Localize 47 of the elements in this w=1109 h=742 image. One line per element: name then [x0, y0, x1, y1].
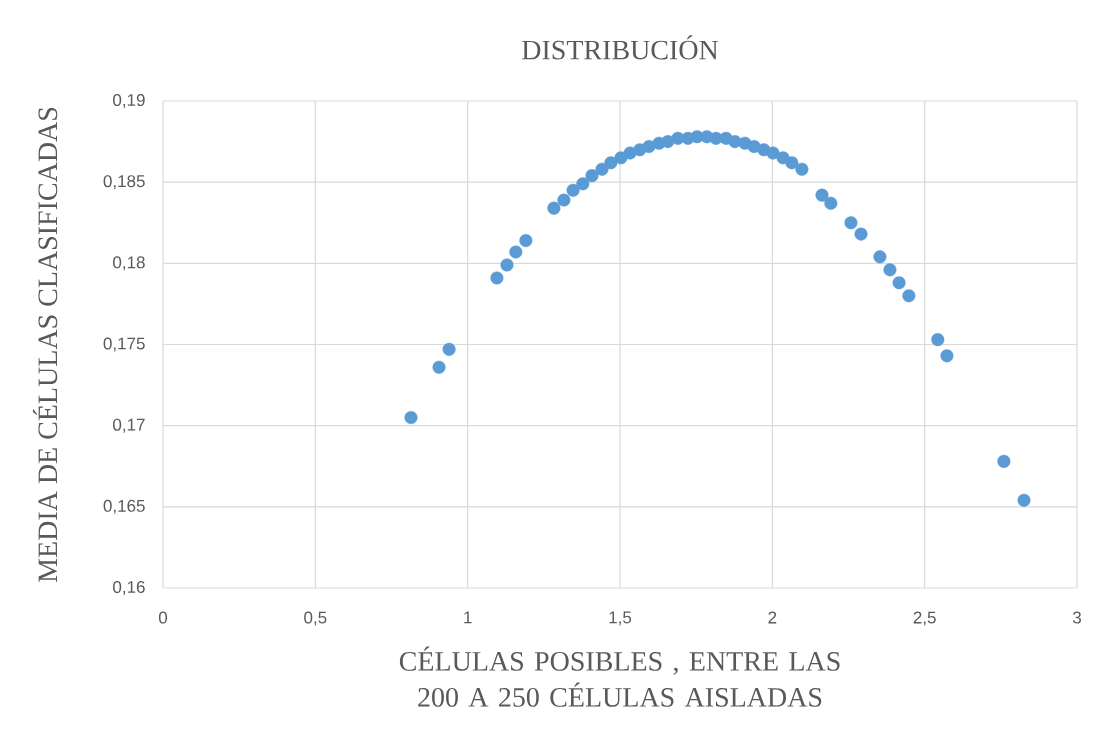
point [604, 156, 618, 170]
point [931, 333, 945, 347]
point [854, 227, 868, 241]
point [509, 245, 523, 259]
chart-title: DISTRIBUCIÓN [522, 35, 719, 60]
point [785, 156, 799, 170]
point [566, 183, 580, 197]
point [795, 162, 809, 176]
y-tick-label: 0,18 [113, 256, 145, 271]
point [500, 258, 514, 272]
point [824, 196, 838, 210]
y-tick-label: 0,17 [113, 418, 145, 433]
y-tick-label: 0,175 [103, 337, 145, 352]
point [873, 250, 887, 264]
point [766, 146, 780, 160]
y-tick-label: 0,165 [103, 499, 145, 514]
point [883, 263, 897, 277]
point [557, 193, 571, 207]
y-tick-label: 0,19 [113, 93, 145, 109]
x-tick-label: 3 [1072, 611, 1081, 624]
point [997, 454, 1011, 468]
y-axis-title: MEDIA DE CÉLULAS CLASIFICADAS [32, 107, 58, 583]
x-tick-label: 1,5 [609, 611, 632, 626]
point [519, 234, 533, 248]
point [432, 360, 446, 374]
point [547, 201, 561, 215]
y-tick-label: 0,185 [103, 175, 145, 190]
x-tick-label: 2,5 [913, 611, 936, 626]
point [844, 216, 858, 230]
point [940, 349, 954, 363]
x-tick-label: 0,5 [304, 611, 327, 626]
point [642, 139, 656, 153]
point [576, 177, 590, 191]
point [585, 169, 599, 183]
y-tick-label: 0,16 [113, 580, 145, 596]
x-tick-label: 0 [158, 611, 168, 624]
point [595, 162, 609, 176]
point [490, 271, 504, 285]
x-tick-label: 1 [464, 611, 472, 624]
point [815, 188, 829, 202]
point [404, 411, 418, 425]
point [442, 342, 456, 356]
point [892, 276, 906, 290]
x-tick-label: 2 [768, 611, 777, 624]
x-axis-title: CÉLULAS POSIBLES , ENTRE LAS 200 A 250 CÉLULAS AISLADAS [399, 646, 840, 707]
point [1017, 493, 1031, 507]
point [902, 289, 916, 303]
